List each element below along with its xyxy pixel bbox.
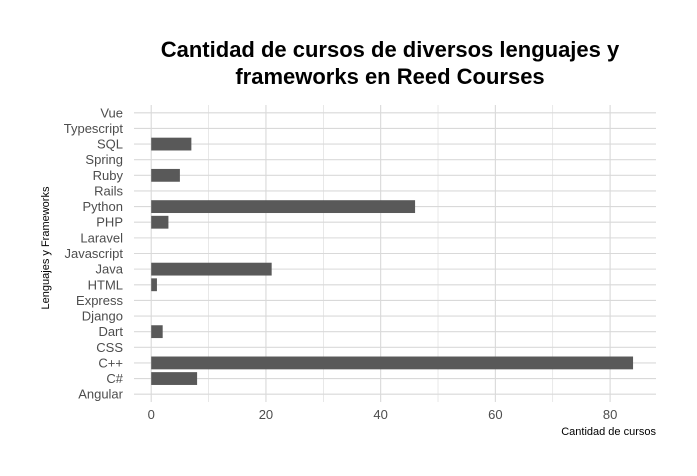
bar-python xyxy=(151,200,416,214)
y-tick-label: Laravel xyxy=(80,230,123,245)
bar-java xyxy=(151,262,272,276)
grid-lines xyxy=(134,105,656,402)
bar-c- xyxy=(151,356,634,370)
bars xyxy=(151,137,634,385)
bar-php xyxy=(151,215,169,229)
x-axis-title: Cantidad de cursos xyxy=(561,426,656,438)
y-axis-title: Lenguajes y Frameworks xyxy=(40,186,52,309)
y-tick-label: Express xyxy=(76,293,123,308)
y-tick-label: CSS xyxy=(96,340,123,355)
y-tick-label: Ruby xyxy=(93,168,124,183)
y-tick-label: Python xyxy=(83,199,123,214)
y-tick-label: SQL xyxy=(97,137,123,152)
y-tick-label: Angular xyxy=(78,387,123,402)
x-tick-label: 20 xyxy=(259,407,273,422)
x-tick-labels: 0 20 40 60 80 xyxy=(148,407,618,422)
y-tick-label: Spring xyxy=(85,152,123,167)
y-tick-label: Dart xyxy=(98,324,123,339)
y-tick-label: Rails xyxy=(94,183,123,198)
bar-c- xyxy=(151,372,198,385)
y-tick-label: Vue xyxy=(100,105,123,120)
x-tick-label: 40 xyxy=(373,407,387,422)
bar-ruby xyxy=(151,168,180,182)
y-tick-label: PHP xyxy=(96,215,123,230)
bar-sql xyxy=(151,137,192,151)
y-tick-label: Typescript xyxy=(64,121,124,136)
bar-html xyxy=(151,278,157,292)
y-tick-label: Java xyxy=(96,262,124,277)
y-tick-labels: AngularC#C++CSSDartDjangoExpressHTMLJava… xyxy=(64,105,124,401)
x-tick-label: 0 xyxy=(148,407,155,422)
y-tick-label: Django xyxy=(82,309,123,324)
y-tick-label: Javascript xyxy=(64,246,123,261)
bar-dart xyxy=(151,325,163,339)
y-tick-label: C# xyxy=(106,371,123,386)
x-tick-label: 60 xyxy=(488,407,502,422)
y-tick-label: C++ xyxy=(98,355,123,370)
y-tick-label: HTML xyxy=(88,277,123,292)
chart-title: Cantidad de cursos de diversos lenguajes… xyxy=(160,37,620,89)
x-tick-label: 80 xyxy=(603,407,617,422)
